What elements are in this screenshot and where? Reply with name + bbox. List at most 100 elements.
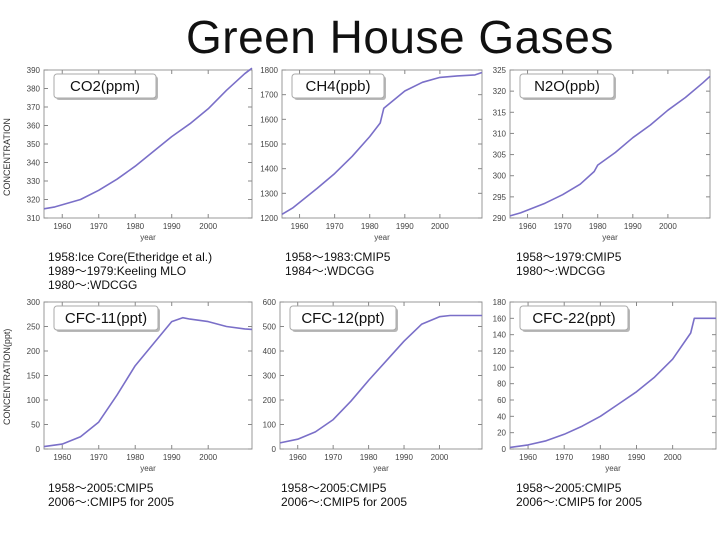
x-tick-label: 1970 bbox=[324, 453, 342, 462]
y-tick-label: 600 bbox=[263, 298, 277, 307]
x-tick-label: 1960 bbox=[519, 222, 537, 231]
x-tick-label: 1970 bbox=[90, 453, 108, 462]
chart-co2-ppm: 310 320 330 340 350 360 370 380 390 1960 1970 1980 1… bbox=[27, 66, 253, 242]
note-line: 2006～:CMIP5 for 2005 bbox=[516, 495, 643, 509]
chart-title-badge bbox=[53, 305, 159, 331]
x-axis-label: year bbox=[140, 233, 156, 242]
x-tick-label: 1960 bbox=[53, 453, 71, 462]
x-tick-label: 1990 bbox=[163, 222, 181, 231]
y-tick-label: 295 bbox=[493, 193, 507, 202]
y-tick-label: 100 bbox=[493, 363, 507, 372]
chart-title-badge bbox=[289, 305, 397, 331]
x-tick-label: 1990 bbox=[395, 453, 413, 462]
x-tick-label: 1980 bbox=[126, 222, 144, 231]
y-tick-label: 320 bbox=[27, 196, 41, 205]
note-line: 1980～:WDCGG bbox=[516, 264, 606, 278]
y-tick-label: 325 bbox=[493, 66, 507, 75]
series-line-cfc-11-ppt bbox=[43, 316, 253, 448]
y-tick-label: 300 bbox=[27, 298, 41, 307]
y-tick-label: 80 bbox=[497, 380, 506, 389]
y-tick-label: 290 bbox=[493, 214, 507, 223]
y-tick-label: 180 bbox=[493, 298, 507, 307]
y-tick-label: 150 bbox=[27, 372, 41, 381]
y-tick-label: 100 bbox=[27, 396, 41, 405]
y-tick-label: 0 bbox=[502, 445, 507, 454]
x-tick-label: 2000 bbox=[664, 453, 682, 462]
chart-title: CH4(ppb) bbox=[305, 78, 370, 95]
chart-cfc-22-ppt: 0 20 40 60 80 100 120 140 160 180 1960 1970 1980 1990… bbox=[493, 298, 717, 473]
note-line: 1958～2005:CMIP5 bbox=[48, 481, 154, 495]
y-tick-label: 0 bbox=[36, 445, 41, 454]
chart-title: CO2(ppm) bbox=[70, 78, 140, 95]
x-tick-label: 1970 bbox=[326, 222, 344, 231]
y-tick-label: 380 bbox=[27, 85, 41, 94]
x-tick-label: 1960 bbox=[53, 222, 71, 231]
x-tick-label: 2000 bbox=[199, 453, 217, 462]
note-cfc22: 1958～2005:CMIP5 2006～:CMIP5 for 2005 bbox=[516, 481, 642, 509]
y-tick-label: 310 bbox=[27, 214, 41, 223]
y-tick-label: 120 bbox=[493, 347, 507, 356]
x-axis-label: year bbox=[605, 464, 621, 473]
y-tick-label: 60 bbox=[497, 396, 506, 405]
note-co2: 1958:Ice Core(Etheridge et al.) 1989～197… bbox=[48, 250, 212, 292]
note-cfc12: 1958～2005:CMIP5 2006～:CMIP5 for 2005 bbox=[281, 481, 407, 509]
y-tick-label: 350 bbox=[27, 140, 41, 149]
chart-title-badge bbox=[53, 73, 157, 99]
x-axis-label: year bbox=[140, 464, 156, 473]
x-tick-label: 1980 bbox=[589, 222, 607, 231]
y-tick-label: 140 bbox=[493, 331, 507, 340]
y-tick-label: 390 bbox=[27, 66, 41, 75]
note-line: 1958～2005:CMIP5 bbox=[281, 481, 387, 495]
note-line: 1958～1979:CMIP5 bbox=[516, 250, 622, 264]
note-cfc11: 1958～2005:CMIP5 2006～:CMIP5 for 2005 bbox=[48, 481, 174, 509]
y-tick-label: 1700 bbox=[260, 91, 278, 100]
y-tick-label: 310 bbox=[493, 129, 507, 138]
y-tick-label: 20 bbox=[497, 429, 506, 438]
x-tick-label: 1980 bbox=[360, 453, 378, 462]
y-tick-label: 1300 bbox=[260, 189, 278, 198]
x-tick-label: 1970 bbox=[554, 222, 572, 231]
y-tick-label: 250 bbox=[27, 323, 41, 332]
y-tick-label: 200 bbox=[27, 347, 41, 356]
y-tick-label: 360 bbox=[27, 122, 41, 131]
chart-title-badge bbox=[291, 73, 385, 99]
x-axis-label: year bbox=[602, 233, 618, 242]
chart-title-badge bbox=[519, 73, 615, 99]
chart-title: N2O(ppb) bbox=[534, 78, 600, 95]
y-tick-label: 50 bbox=[31, 421, 40, 430]
y-tick-label: 1800 bbox=[260, 66, 278, 75]
note-line: 1989～1979:Keeling MLO bbox=[48, 264, 187, 278]
series-line-co2-ppm bbox=[43, 67, 253, 210]
series-line-cfc-22-ppt bbox=[509, 317, 716, 449]
y-tick-label: 330 bbox=[27, 177, 41, 186]
chart-ch4-ppb: 1200 1300 1400 1500 1600 1700 1800 1960 1970 1980… bbox=[260, 66, 483, 242]
y-tick-label: 1600 bbox=[260, 115, 278, 124]
x-tick-label: 1960 bbox=[289, 453, 307, 462]
x-tick-label: 1980 bbox=[591, 453, 609, 462]
chart-cfc-11-ppt: 0 50 100 150 200 250 300 1960 1970 1980 1990 2000 ye… bbox=[27, 298, 253, 473]
note-n2o: 1958～1979:CMIP5 1980～:WDCGG bbox=[516, 250, 621, 278]
x-axis-label: year bbox=[373, 464, 389, 473]
y-tick-label: 400 bbox=[263, 347, 277, 356]
note-line: 1958:Ice Core(Etheridge et al.) bbox=[48, 250, 213, 264]
page-title: Green House Gases bbox=[186, 11, 614, 63]
note-line: 1958～1983:CMIP5 bbox=[285, 250, 391, 264]
x-tick-label: 2000 bbox=[659, 222, 677, 231]
y-tick-label: 160 bbox=[493, 314, 507, 323]
x-tick-label: 1990 bbox=[624, 222, 642, 231]
y-tick-label: 370 bbox=[27, 103, 41, 112]
y-tick-label: 1200 bbox=[260, 214, 278, 223]
x-tick-label: 1990 bbox=[396, 222, 414, 231]
series-line-ch4-ppb bbox=[281, 71, 483, 215]
x-tick-label: 1990 bbox=[163, 453, 181, 462]
x-tick-label: 1980 bbox=[126, 453, 144, 462]
series-line-n2o-ppb bbox=[509, 75, 711, 217]
y-tick-label: 340 bbox=[27, 159, 41, 168]
note-line: 2006～:CMIP5 for 2005 bbox=[281, 495, 408, 509]
chart-title-badge bbox=[519, 305, 629, 331]
y-tick-label: 500 bbox=[263, 323, 277, 332]
x-tick-label: 1960 bbox=[519, 453, 537, 462]
chart-title: CFC-11(ppt) bbox=[65, 310, 147, 327]
y-tick-label: 320 bbox=[493, 87, 507, 96]
